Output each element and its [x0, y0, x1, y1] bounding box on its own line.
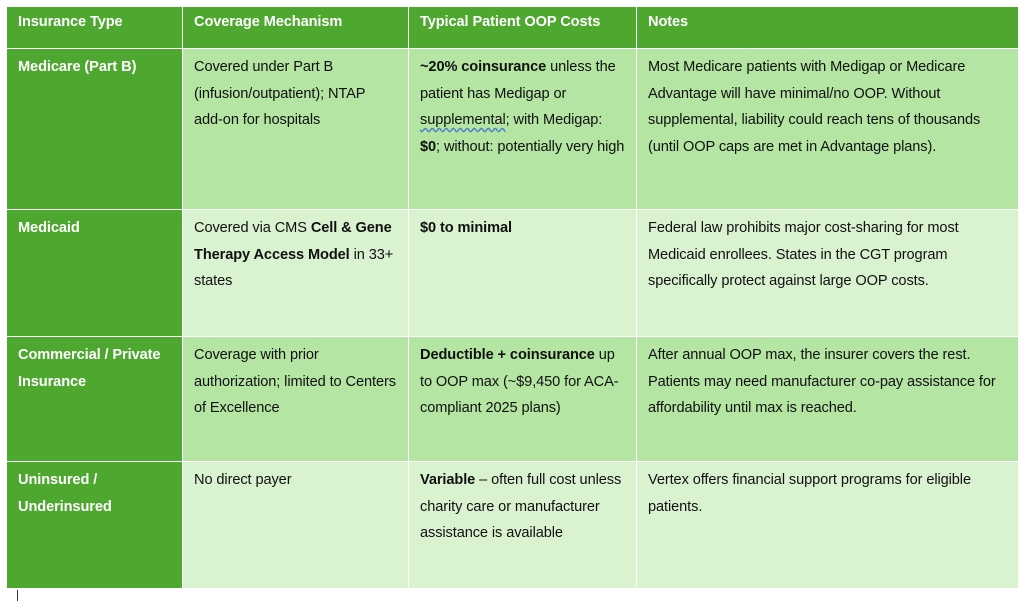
bold-text: Variable: [420, 472, 476, 488]
text-segment: up to OOP max (~$9,450 for ACA-compliant…: [420, 347, 619, 417]
text-segment: No direct payer: [194, 472, 292, 488]
insurance-table: Insurance Type Coverage Mechanism Typica…: [6, 6, 1019, 589]
header-coverage-mechanism: Coverage Mechanism: [182, 6, 409, 49]
cell-coverage: Covered via CMS Cell & Gene Therapy Acce…: [182, 209, 409, 337]
text-segment: unless the patient has Medigap or: [420, 59, 616, 102]
bold-text: $0 to minimal: [420, 220, 512, 236]
cell-costs: Deductible + coinsurance up to OOP max (…: [408, 336, 637, 462]
text-segment: in 33+ states: [194, 246, 394, 290]
table-row: Medicare (Part B) Covered under Part B (i…: [6, 48, 1019, 210]
bold-text: Deductible + coinsurance: [420, 347, 595, 363]
cell-notes: Most Medicare patients with Medigap or M…: [636, 48, 1019, 210]
spellcheck-underlined-text: supplemental: [420, 112, 506, 129]
text-segment: After annual OOP max, the insurer covers…: [648, 347, 996, 417]
cell-costs: ~20% coinsurance unless the patient has …: [408, 48, 637, 210]
text-segment: Vertex offers financial support programs…: [648, 472, 971, 515]
bold-text: $0: [420, 138, 437, 155]
text-segment: Most Medicare patients with Medigap or M…: [648, 59, 981, 155]
cell-notes: Vertex offers financial support programs…: [636, 461, 1019, 589]
cell-insurance-type: Medicare (Part B): [6, 48, 183, 210]
cell-coverage: Covered under Part B (infusion/outpatien…: [182, 48, 409, 210]
cell-coverage: No direct payer: [182, 461, 409, 589]
text-segment: Federal law prohibits major cost-sharing…: [648, 220, 959, 290]
cell-notes: Federal law prohibits major cost-sharing…: [636, 209, 1019, 337]
text-segment: Covered via CMS: [194, 220, 311, 236]
text-segment: Covered under Part B (infusion/outpatien…: [194, 59, 366, 129]
text-segment: ; with Medigap:: [505, 112, 603, 129]
cell-coverage: Coverage with prior authorization; limit…: [182, 336, 409, 462]
text-segment: – often full cost unless charity care or…: [420, 472, 622, 542]
bold-text: Cell & Gene Therapy Access Model: [194, 220, 392, 263]
text-segment: Coverage with prior authorization; limit…: [194, 347, 396, 417]
table-row: Commercial / Private Insurance Coverage w…: [6, 336, 1019, 462]
cell-insurance-type: Uninsured / Underinsured: [6, 461, 183, 589]
header-row: Insurance Type Coverage Mechanism Typica…: [6, 6, 1019, 49]
table-row: Uninsured / Underinsured No direct payer V…: [6, 461, 1019, 589]
header-oop-costs: Typical Patient OOP Costs: [408, 6, 637, 49]
cell-insurance-type: Commercial / Private Insurance: [6, 336, 183, 462]
header-insurance-type: Insurance Type: [6, 6, 183, 49]
cell-costs: Variable – often full cost unless charit…: [408, 461, 637, 589]
cell-insurance-type: Medicaid: [6, 209, 183, 337]
cell-notes: After annual OOP max, the insurer covers…: [636, 336, 1019, 462]
bold-text: ~20% coinsurance: [420, 59, 547, 75]
cell-costs: $0 to minimal: [408, 209, 637, 337]
text-segment: ; without: potentially very high: [436, 138, 625, 155]
text-cursor: [17, 590, 18, 601]
table-row: Medicaid Covered via CMS Cell & Gene Ther…: [6, 209, 1019, 337]
header-notes: Notes: [636, 6, 1019, 49]
